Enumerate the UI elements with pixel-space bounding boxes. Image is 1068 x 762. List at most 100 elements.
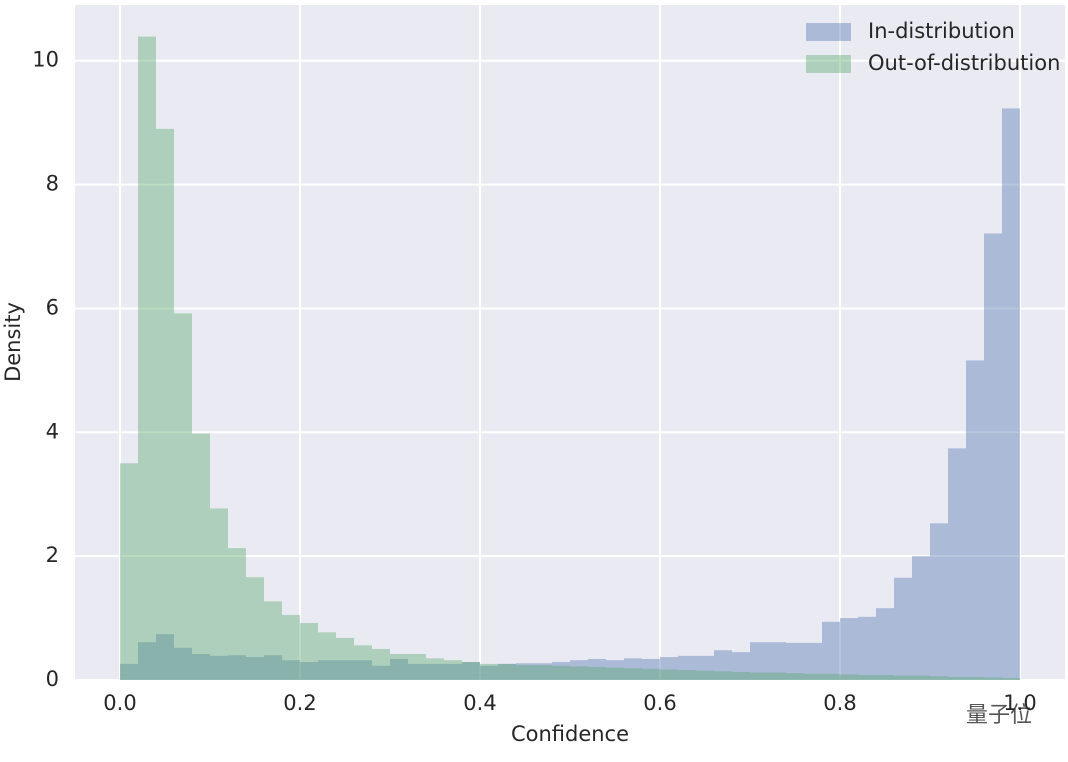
bar: [822, 621, 840, 680]
bar: [840, 674, 858, 680]
bar: [894, 675, 912, 680]
bar: [336, 660, 354, 680]
y-tick-label: 10: [32, 48, 59, 72]
bar: [624, 668, 642, 680]
bar: [588, 666, 606, 680]
bar: [876, 608, 894, 680]
bar: [804, 642, 822, 680]
x-tick-label: 0.6: [643, 691, 676, 715]
bar: [912, 675, 930, 680]
x-tick-label: 1.0: [1003, 691, 1036, 715]
bar: [696, 670, 714, 680]
bar: [210, 655, 228, 680]
bar: [804, 673, 822, 680]
bar: [1002, 678, 1020, 680]
bar: [606, 667, 624, 680]
bar: [516, 665, 534, 680]
bar: [264, 655, 282, 680]
bar: [120, 463, 138, 680]
bar: [624, 658, 642, 680]
bar: [642, 668, 660, 680]
bar: [390, 658, 408, 680]
bar: [966, 360, 984, 680]
bar: [192, 433, 210, 680]
bar: [372, 665, 390, 680]
bar: [732, 671, 750, 680]
bar: [282, 614, 300, 680]
bar: [156, 634, 174, 680]
bar: [138, 642, 156, 680]
bar: [300, 623, 318, 680]
bar: [552, 662, 570, 680]
bar: [408, 663, 426, 680]
legend-swatch: [806, 55, 851, 73]
bar: [444, 660, 462, 680]
bar: [480, 665, 498, 680]
bar: [678, 655, 696, 680]
y-tick-label: 4: [46, 419, 59, 443]
bar: [948, 448, 966, 680]
bar: [426, 663, 444, 680]
bar: [426, 658, 444, 680]
bar: [246, 657, 264, 680]
bar: [876, 675, 894, 680]
x-tick-label: 0.2: [283, 691, 316, 715]
plot-area: [75, 5, 1065, 680]
bar: [714, 671, 732, 680]
legend-swatch: [806, 23, 851, 41]
bar: [318, 660, 336, 680]
bar: [660, 657, 678, 680]
legend-label: In-distribution: [868, 19, 1015, 43]
bar: [984, 677, 1002, 680]
bar: [984, 233, 1002, 681]
bar: [750, 642, 768, 680]
bar: [444, 663, 462, 680]
bar: [642, 658, 660, 680]
bar: [408, 653, 426, 680]
bar: [228, 655, 246, 680]
bar: [696, 655, 714, 680]
bar: [390, 653, 408, 680]
bar: [498, 663, 516, 680]
bar: [840, 618, 858, 680]
bar: [534, 663, 552, 680]
y-tick-label: 0: [46, 667, 59, 691]
bar: [678, 670, 696, 680]
bar: [462, 662, 480, 680]
bar: [534, 665, 552, 680]
bar: [588, 658, 606, 680]
bar: [912, 556, 930, 680]
x-axis-label: Confidence: [511, 722, 629, 746]
bar: [354, 645, 372, 680]
bar: [750, 672, 768, 680]
bar: [966, 676, 984, 680]
bar: [120, 663, 138, 680]
bar: [462, 662, 480, 680]
bar: [282, 660, 300, 680]
bar: [138, 36, 156, 680]
bar: [228, 548, 246, 680]
bar: [480, 663, 498, 680]
bar: [336, 637, 354, 680]
bar: [822, 673, 840, 680]
bar: [1002, 108, 1020, 681]
bar: [516, 663, 534, 680]
bar: [858, 675, 876, 680]
y-tick-label: 8: [46, 172, 59, 196]
bar: [192, 653, 210, 680]
bar: [372, 649, 390, 680]
bar: [768, 672, 786, 680]
bar: [300, 662, 318, 680]
bar: [948, 676, 966, 680]
bar: [246, 577, 264, 680]
y-tick-label: 2: [46, 543, 59, 567]
bar: [930, 676, 948, 680]
bar: [858, 616, 876, 680]
bar: [606, 660, 624, 680]
bar: [354, 660, 372, 680]
legend-label: Out-of-distribution: [868, 51, 1060, 75]
bar: [156, 128, 174, 680]
bar: [318, 632, 336, 680]
bar: [174, 313, 192, 680]
